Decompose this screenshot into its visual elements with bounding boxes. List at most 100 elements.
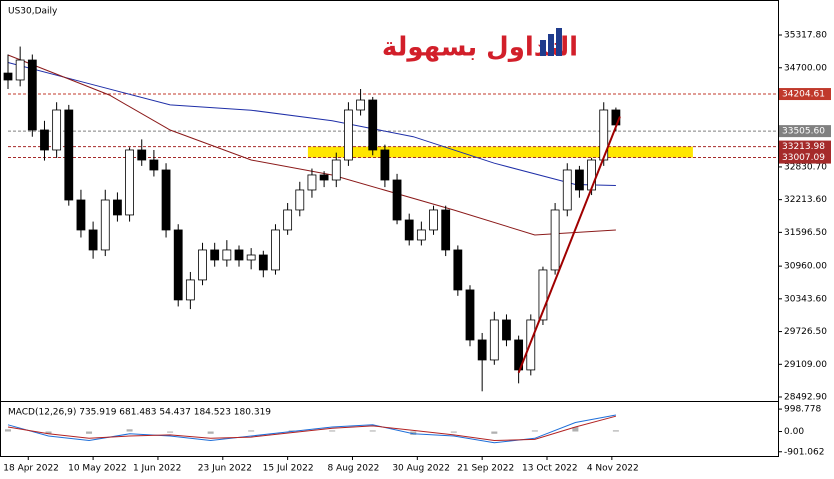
candle-body: [562, 169, 572, 211]
histogram-bar: [329, 430, 336, 432]
candle-body: [27, 59, 37, 131]
histogram-bar: [531, 430, 538, 432]
logo: [540, 28, 562, 56]
x-tick-label: 18 Apr 2022: [3, 464, 59, 474]
x-tick-label: 15 Jul 2022: [263, 464, 314, 474]
level-label: 33505.60: [782, 127, 825, 137]
macd-title: MACD(12,26,9) 735.919 681.483 54.437 184…: [8, 408, 271, 418]
candle-body: [88, 229, 98, 251]
candle-body: [356, 99, 365, 111]
candle-body: [258, 254, 268, 271]
histogram-bar: [410, 431, 417, 435]
histogram-bar: [126, 429, 133, 432]
candle-body: [100, 199, 110, 251]
level-label: 34204.61: [782, 90, 825, 100]
x-tick-label: 21 Sep 2022: [457, 464, 514, 474]
candle-body: [489, 319, 499, 361]
candle-body: [477, 339, 487, 361]
candle-body: [52, 109, 62, 151]
candle-body: [198, 249, 207, 281]
candle-body: [392, 179, 402, 221]
y-tick-label: 29109.00: [784, 360, 827, 370]
candle-body: [137, 149, 147, 161]
symbol-label: US30,Daily: [8, 7, 58, 17]
x-tick-label: 23 Jun 2022: [198, 464, 252, 474]
y-tick-label: 32830.70: [784, 162, 827, 172]
y-tick-label: 28492.90: [784, 392, 827, 402]
y-tick-label: 35317.80: [784, 31, 827, 41]
candle-body: [210, 249, 220, 261]
level-tag: [779, 140, 831, 153]
candle-body: [550, 209, 560, 271]
candle-body: [416, 229, 426, 241]
x-tick-label: 10 May 2022: [68, 464, 127, 474]
histogram-bar: [450, 431, 457, 433]
candle-body: [3, 72, 13, 81]
y-tick-label: 34700.00: [784, 63, 827, 73]
histogram-bar: [5, 429, 11, 432]
y-tick-label: 998.778: [784, 405, 821, 415]
candle-body: [15, 59, 25, 81]
x-tick-label: 13 Oct 2022: [522, 464, 578, 474]
candle-body: [64, 109, 74, 201]
histogram-bar: [369, 430, 376, 432]
level-label: 33007.09: [782, 153, 825, 163]
x-tick-label: 4 Nov 2022: [587, 464, 639, 474]
candle-body: [113, 199, 122, 216]
macd-line: [7, 415, 617, 442]
candle-body: [76, 199, 86, 231]
candle-body: [185, 279, 195, 301]
histogram-bar: [207, 431, 214, 434]
histogram-bar: [612, 430, 619, 432]
candle-body: [404, 219, 414, 241]
candle-body: [575, 169, 584, 191]
x-tick-label: 30 Aug 2022: [392, 464, 450, 474]
y-tick-label: 29726.50: [784, 327, 827, 337]
y-tick-label: 30960.00: [784, 262, 827, 272]
level-tag: [779, 151, 831, 164]
zone: [307, 146, 693, 158]
candle-body: [271, 229, 280, 271]
moving-average: [7, 54, 616, 236]
candle-body: [380, 149, 390, 181]
histogram-bar: [572, 427, 579, 432]
y-tick-label: 0.00: [784, 427, 804, 437]
y-tick-label: 31596.50: [784, 228, 827, 238]
trendline: [517, 116, 621, 374]
candle-body: [161, 169, 171, 231]
level-tag: [779, 125, 831, 138]
candle-body: [222, 249, 232, 261]
candle-body: [149, 159, 159, 171]
x-tick-label: 8 Aug 2022: [327, 464, 379, 474]
candle-body: [40, 129, 49, 151]
candle-body: [295, 189, 305, 211]
y-tick-label: -901.062: [784, 447, 824, 457]
histogram-bar: [491, 431, 498, 434]
candle-body: [234, 249, 244, 261]
candle-body: [173, 229, 183, 301]
histogram-bar: [288, 430, 295, 432]
candle-body: [246, 254, 256, 261]
candle-body: [429, 209, 438, 231]
moving-average: [7, 62, 616, 186]
y-tick-label: 32213.60: [784, 195, 827, 205]
candle-body: [587, 159, 596, 191]
candle-body: [465, 289, 475, 341]
candle-body: [453, 249, 463, 291]
candle-body: [319, 174, 329, 181]
histogram-bar: [45, 431, 52, 434]
candle-body: [283, 209, 293, 231]
candle-body: [125, 149, 134, 216]
histogram-bar: [86, 431, 93, 434]
frame: [0, 0, 779, 457]
candle-body: [502, 319, 511, 341]
candle-body: [368, 99, 378, 151]
histogram-bar: [248, 430, 255, 432]
candle-body: [307, 174, 317, 191]
x-tick-label: 1 Jun 2022: [133, 464, 181, 474]
level-tag: [779, 88, 831, 101]
candle-body: [331, 159, 341, 181]
y-tick-label: 30343.60: [784, 294, 827, 304]
candle-body: [441, 209, 451, 251]
